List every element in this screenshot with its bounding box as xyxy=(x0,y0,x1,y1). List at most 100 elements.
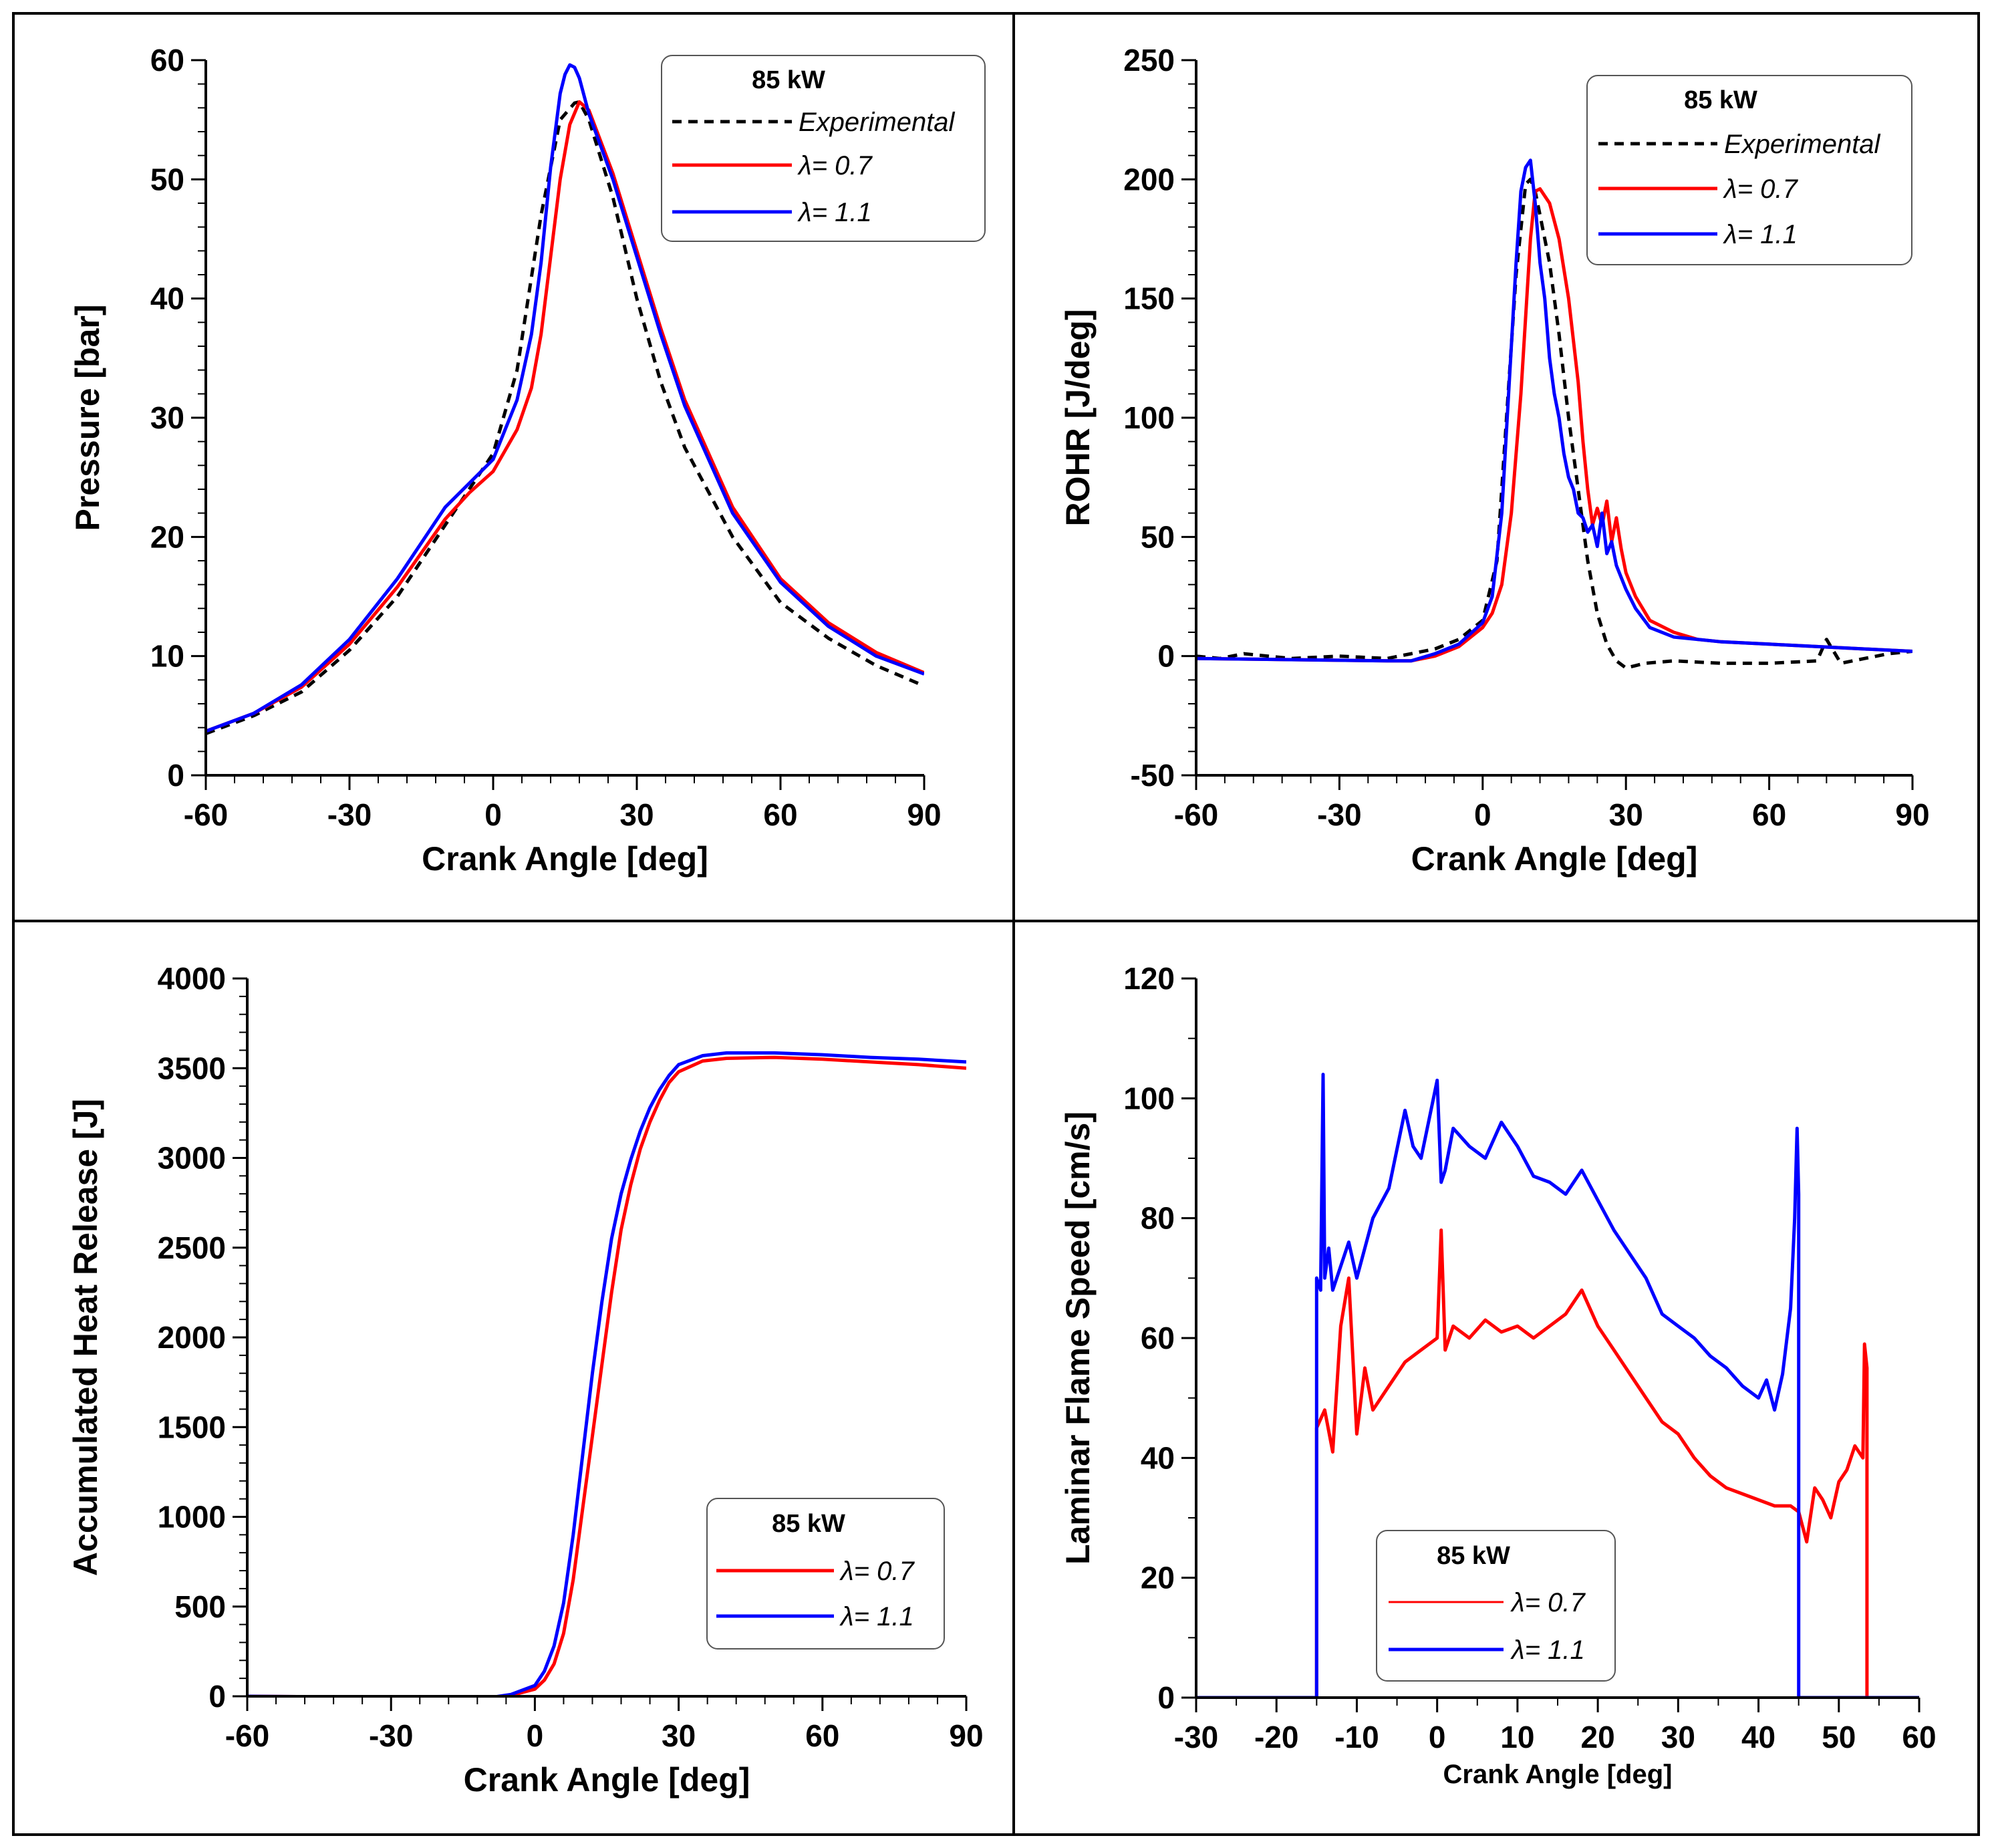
y-tick-label: 4000 xyxy=(158,961,226,996)
y-tick-label: 10 xyxy=(150,639,184,674)
y-tick-label: 20 xyxy=(150,519,184,554)
y-tick-label: 20 xyxy=(1141,1561,1175,1595)
x-tick-label: 90 xyxy=(907,797,941,832)
x-tick-label: 0 xyxy=(484,797,502,832)
y-axis-title: ROHR [J/deg] xyxy=(1059,309,1097,527)
legend-label-lambda-11: λ= 1.1 xyxy=(1723,220,1798,249)
legend-label-experimental: Experimental xyxy=(1724,130,1881,159)
y-tick-label: 0 xyxy=(208,1679,226,1714)
x-axis-title: Crank Angle [deg] xyxy=(422,840,708,878)
x-tick-label: 30 xyxy=(662,1718,696,1753)
x-tick-label: 0 xyxy=(1474,797,1491,832)
x-tick-label: 60 xyxy=(805,1718,839,1753)
series-line-lambda-11 xyxy=(1196,158,1912,663)
y-axis-title: Laminar Flame Speed [cm/s] xyxy=(1059,1111,1097,1565)
series-line-lambda-07 xyxy=(206,100,924,733)
legend-box xyxy=(706,1498,945,1649)
y-tick-label: 250 xyxy=(1123,43,1175,78)
x-tick-label: 60 xyxy=(763,797,797,832)
series-line-lambda-11 xyxy=(206,63,924,733)
legend-label-lambda-07: λ= 0.7 xyxy=(1510,1588,1586,1617)
heat-release-chart: -60 -30 0 30 60 90 0 500 1000 1500 2000 2500 3000 350… xyxy=(67,961,984,1799)
legend-label-lambda-07: λ= 0.7 xyxy=(1723,174,1799,204)
flame-speed-legend: 85 kW λ= 0.7 λ= 1.1 xyxy=(1376,1530,1616,1682)
legend-title: 85 kW xyxy=(1437,1542,1510,1570)
y-tick-label: 3500 xyxy=(158,1051,226,1085)
y-axis-title: Pressure [bar] xyxy=(69,304,106,531)
figure-border xyxy=(12,12,1980,1836)
x-tick-label: -60 xyxy=(1174,797,1218,832)
series-line-lambda-07 xyxy=(247,1055,966,1698)
x-tick-label: 20 xyxy=(1581,1720,1615,1754)
y-tick-label: 50 xyxy=(1141,519,1175,554)
x-tick-label: 60 xyxy=(1902,1720,1936,1754)
y-tick-label: 0 xyxy=(167,758,184,793)
x-tick-label: 30 xyxy=(619,797,654,832)
y-tick-label: 0 xyxy=(1157,639,1175,674)
legend-title: 85 kW xyxy=(1684,86,1757,114)
x-tick-label: -60 xyxy=(184,797,228,832)
x-tick-label: -30 xyxy=(327,797,372,832)
y-tick-label: 30 xyxy=(150,400,184,435)
y-tick-label: 80 xyxy=(1141,1201,1175,1236)
legend-box xyxy=(661,55,986,242)
heat-release-legend: 85 kW λ= 0.7 λ= 1.1 xyxy=(706,1498,945,1649)
series-line-lambda-07 xyxy=(1196,1228,1919,1699)
x-tick-label: 50 xyxy=(1822,1720,1856,1754)
legend-label-lambda-11: λ= 1.1 xyxy=(839,1602,914,1631)
legend-label-lambda-07: λ= 0.7 xyxy=(797,151,873,180)
y-tick-label: 200 xyxy=(1123,162,1175,196)
x-tick-label: 90 xyxy=(1895,797,1929,832)
y-tick-label: 1000 xyxy=(158,1500,226,1535)
y-tick-label: 60 xyxy=(150,43,184,78)
x-tick-label: -30 xyxy=(369,1718,413,1753)
x-tick-label: 90 xyxy=(949,1718,983,1753)
y-tick-label: 50 xyxy=(150,162,184,196)
x-tick-label: 0 xyxy=(1429,1720,1446,1754)
flame-speed-chart: -30 -20 -10 0 10 20 30 40 50 60 0 20 40 60 80 100 120 Cra… xyxy=(1059,961,1937,1789)
x-tick-label: 60 xyxy=(1752,797,1786,832)
y-tick-label: 120 xyxy=(1123,961,1175,996)
x-tick-label: -30 xyxy=(1174,1720,1218,1754)
legend-title: 85 kW xyxy=(772,1510,845,1538)
x-tick-label: -30 xyxy=(1317,797,1361,832)
legend-label-lambda-11: λ= 1.1 xyxy=(797,198,872,227)
series-line-lambda-07 xyxy=(1196,187,1912,663)
series-line-lambda-11 xyxy=(247,1051,966,1698)
x-tick-label: -10 xyxy=(1334,1720,1379,1754)
y-tick-label: 1500 xyxy=(158,1410,226,1444)
x-tick-label: 30 xyxy=(1609,797,1643,832)
x-tick-label: 30 xyxy=(1661,1720,1695,1754)
x-axis-title: Crank Angle [deg] xyxy=(1443,1760,1673,1789)
y-tick-label: 0 xyxy=(1157,1680,1175,1715)
y-tick-label: -50 xyxy=(1131,758,1175,793)
rohr-legend: 85 kW Experimental λ= 0.7 λ= 1.1 xyxy=(1586,75,1912,265)
y-tick-label: 100 xyxy=(1123,1081,1175,1115)
pressure-chart: -60 -30 0 30 60 90 0 10 20 30 40 50 60 Crank Angle [d… xyxy=(69,43,986,878)
y-tick-label: 2000 xyxy=(158,1320,226,1355)
x-tick-label: 10 xyxy=(1500,1720,1534,1754)
series-line-experimental xyxy=(206,100,924,735)
legend-box xyxy=(1376,1530,1616,1682)
legend-label-lambda-07: λ= 0.7 xyxy=(839,1557,915,1586)
y-tick-label: 60 xyxy=(1141,1321,1175,1355)
x-tick-label: -20 xyxy=(1254,1720,1298,1754)
y-tick-label: 40 xyxy=(1141,1440,1175,1475)
x-tick-label: 40 xyxy=(1741,1720,1775,1754)
y-axis-title: Accumulated Heat Release [J] xyxy=(67,1099,104,1576)
y-tick-label: 100 xyxy=(1123,400,1175,435)
y-tick-label: 500 xyxy=(174,1589,226,1624)
y-tick-label: 2500 xyxy=(158,1230,226,1265)
pressure-legend: 85 kW Experimental λ= 0.7 λ= 1.1 xyxy=(661,55,986,242)
legend-label-experimental: Experimental xyxy=(799,108,956,137)
legend-box xyxy=(1586,75,1912,265)
y-tick-label: 40 xyxy=(150,281,184,316)
rohr-chart: -60 -30 0 30 60 90 -50 0 50 100 150 200 250 Crank Ang… xyxy=(1059,43,1930,878)
y-tick-label: 150 xyxy=(1123,281,1175,316)
y-tick-label: 3000 xyxy=(158,1141,226,1176)
legend-title: 85 kW xyxy=(752,66,825,94)
series-line-experimental xyxy=(1196,177,1912,670)
series-line-lambda-11 xyxy=(1196,1073,1919,1699)
x-tick-label: 0 xyxy=(527,1718,544,1753)
